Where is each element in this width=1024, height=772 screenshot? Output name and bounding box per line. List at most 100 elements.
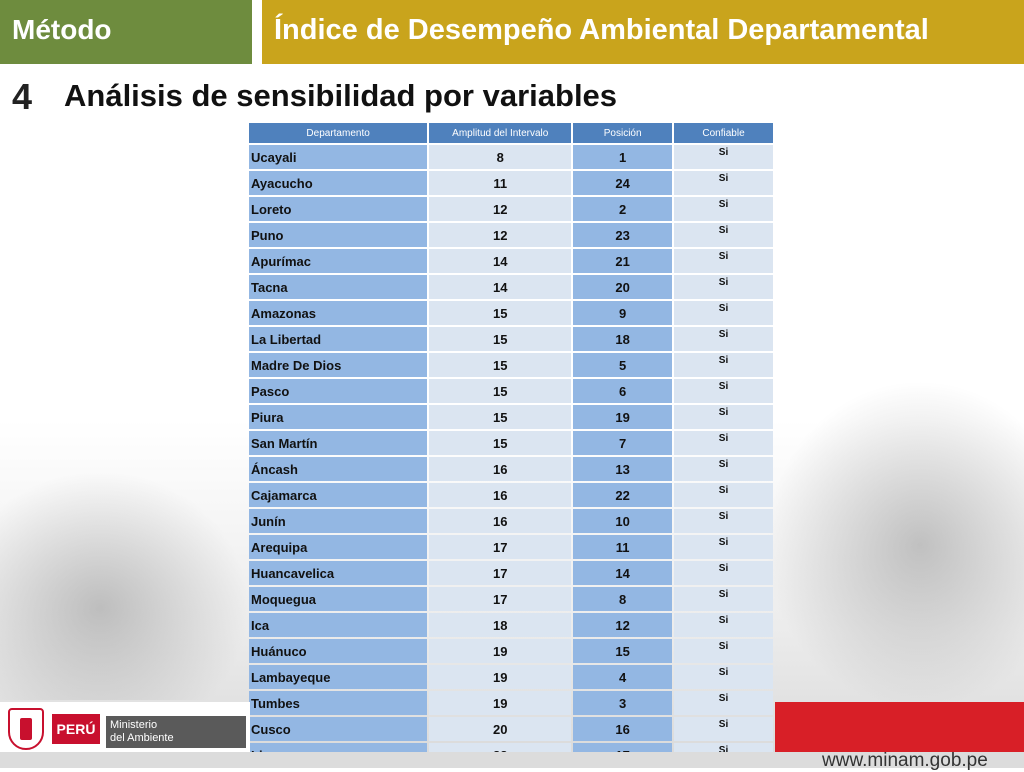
coat-of-arms-icon [8,708,44,750]
background-photo-left [0,470,250,700]
cell-posicion: 19 [573,405,673,429]
cell-departamento: Áncash [249,457,428,481]
cell-confiable: Si [674,249,773,273]
table-row: Cajamarca 16 22 Si [249,483,773,507]
cell-amplitud: 16 [429,483,572,507]
cell-confiable: Si [674,353,773,377]
table-row: Áncash 16 13 Si [249,457,773,481]
cell-posicion: 15 [573,639,673,663]
cell-posicion: 21 [573,249,673,273]
cell-amplitud: 12 [429,223,572,247]
peru-badge: PERÚ [52,714,100,744]
cell-confiable: Si [674,197,773,221]
cell-confiable: Si [674,223,773,247]
header-method-title: Método [12,14,112,45]
table-row: Apurímac 14 21 Si [249,249,773,273]
cell-departamento: Madre De Dios [249,353,428,377]
cell-amplitud: 11 [429,171,572,195]
cell-amplitud: 19 [429,665,572,689]
cell-posicion: 14 [573,561,673,585]
table-row: Ucayali 8 1 Si [249,145,773,169]
cell-amplitud: 16 [429,509,572,533]
table-row: Huánuco 19 15 Si [249,639,773,663]
ministry-line-2: del Ambiente [110,732,174,744]
cell-amplitud: 15 [429,431,572,455]
cell-departamento: Huancavelica [249,561,428,585]
cell-amplitud: 15 [429,327,572,351]
cell-departamento: Amazonas [249,301,428,325]
cell-confiable: Si [674,613,773,637]
cell-amplitud: 19 [429,639,572,663]
table-row: Madre De Dios 15 5 Si [249,353,773,377]
table-row: Ayacucho 11 24 Si [249,171,773,195]
table-row: Arequipa 17 11 Si [249,535,773,559]
cell-posicion: 6 [573,379,673,403]
cell-amplitud: 8 [429,145,572,169]
cell-confiable: Si [674,509,773,533]
cell-posicion: 24 [573,171,673,195]
background-plant-right [764,380,1024,710]
cell-departamento: La Libertad [249,327,428,351]
cell-posicion: 12 [573,613,673,637]
cell-amplitud: 17 [429,535,572,559]
cell-posicion: 23 [573,223,673,247]
footer-red-band [775,702,1024,752]
cell-amplitud: 17 [429,561,572,585]
cell-posicion: 22 [573,483,673,507]
cell-posicion: 13 [573,457,673,481]
cell-posicion: 2 [573,197,673,221]
cell-confiable: Si [674,691,773,715]
cell-departamento: Cusco [249,717,428,741]
cell-confiable: Si [674,171,773,195]
cell-confiable: Si [674,665,773,689]
column-header-amplitud: Amplitud del Intervalo [429,123,572,143]
cell-departamento: Piura [249,405,428,429]
cell-departamento: Ica [249,613,428,637]
cell-departamento: Arequipa [249,535,428,559]
table-row: Amazonas 15 9 Si [249,301,773,325]
sensitivity-table: Departamento Amplitud del Intervalo Posi… [247,121,775,769]
cell-amplitud: 17 [429,587,572,611]
cell-confiable: Si [674,405,773,429]
section-title: Análisis de sensibilidad por variables [64,78,618,113]
table-row: Tacna 14 20 Si [249,275,773,299]
cell-posicion: 8 [573,587,673,611]
cell-amplitud: 20 [429,717,572,741]
cell-confiable: Si [674,431,773,455]
cell-confiable: Si [674,275,773,299]
cell-posicion: 11 [573,535,673,559]
cell-amplitud: 14 [429,275,572,299]
footer-grey-band [0,752,1024,768]
cell-posicion: 10 [573,509,673,533]
table-row: Puno 12 23 Si [249,223,773,247]
cell-departamento: Puno [249,223,428,247]
cell-amplitud: 19 [429,691,572,715]
cell-departamento: Moquegua [249,587,428,611]
cell-amplitud: 18 [429,613,572,637]
cell-departamento: Ucayali [249,145,428,169]
cell-confiable: Si [674,587,773,611]
cell-posicion: 16 [573,717,673,741]
cell-departamento: Tacna [249,275,428,299]
cell-amplitud: 15 [429,353,572,377]
cell-amplitud: 15 [429,301,572,325]
table-row: Pasco 15 6 Si [249,379,773,403]
table-row: La Libertad 15 18 Si [249,327,773,351]
cell-departamento: Ayacucho [249,171,428,195]
table-row: Huancavelica 17 14 Si [249,561,773,585]
table-row: Tumbes 19 3 Si [249,691,773,715]
table-row: Piura 15 19 Si [249,405,773,429]
cell-posicion: 20 [573,275,673,299]
cell-confiable: Si [674,561,773,585]
cell-departamento: Pasco [249,379,428,403]
cell-confiable: Si [674,639,773,663]
column-header-posicion: Posición [573,123,673,143]
cell-amplitud: 12 [429,197,572,221]
website-url: www.minam.gob.pe [822,750,988,771]
table-row: Moquegua 17 8 Si [249,587,773,611]
cell-confiable: Si [674,379,773,403]
header-method-panel: Método [0,0,256,64]
cell-confiable: Si [674,457,773,481]
table-row: Loreto 12 2 Si [249,197,773,221]
cell-departamento: Apurímac [249,249,428,273]
